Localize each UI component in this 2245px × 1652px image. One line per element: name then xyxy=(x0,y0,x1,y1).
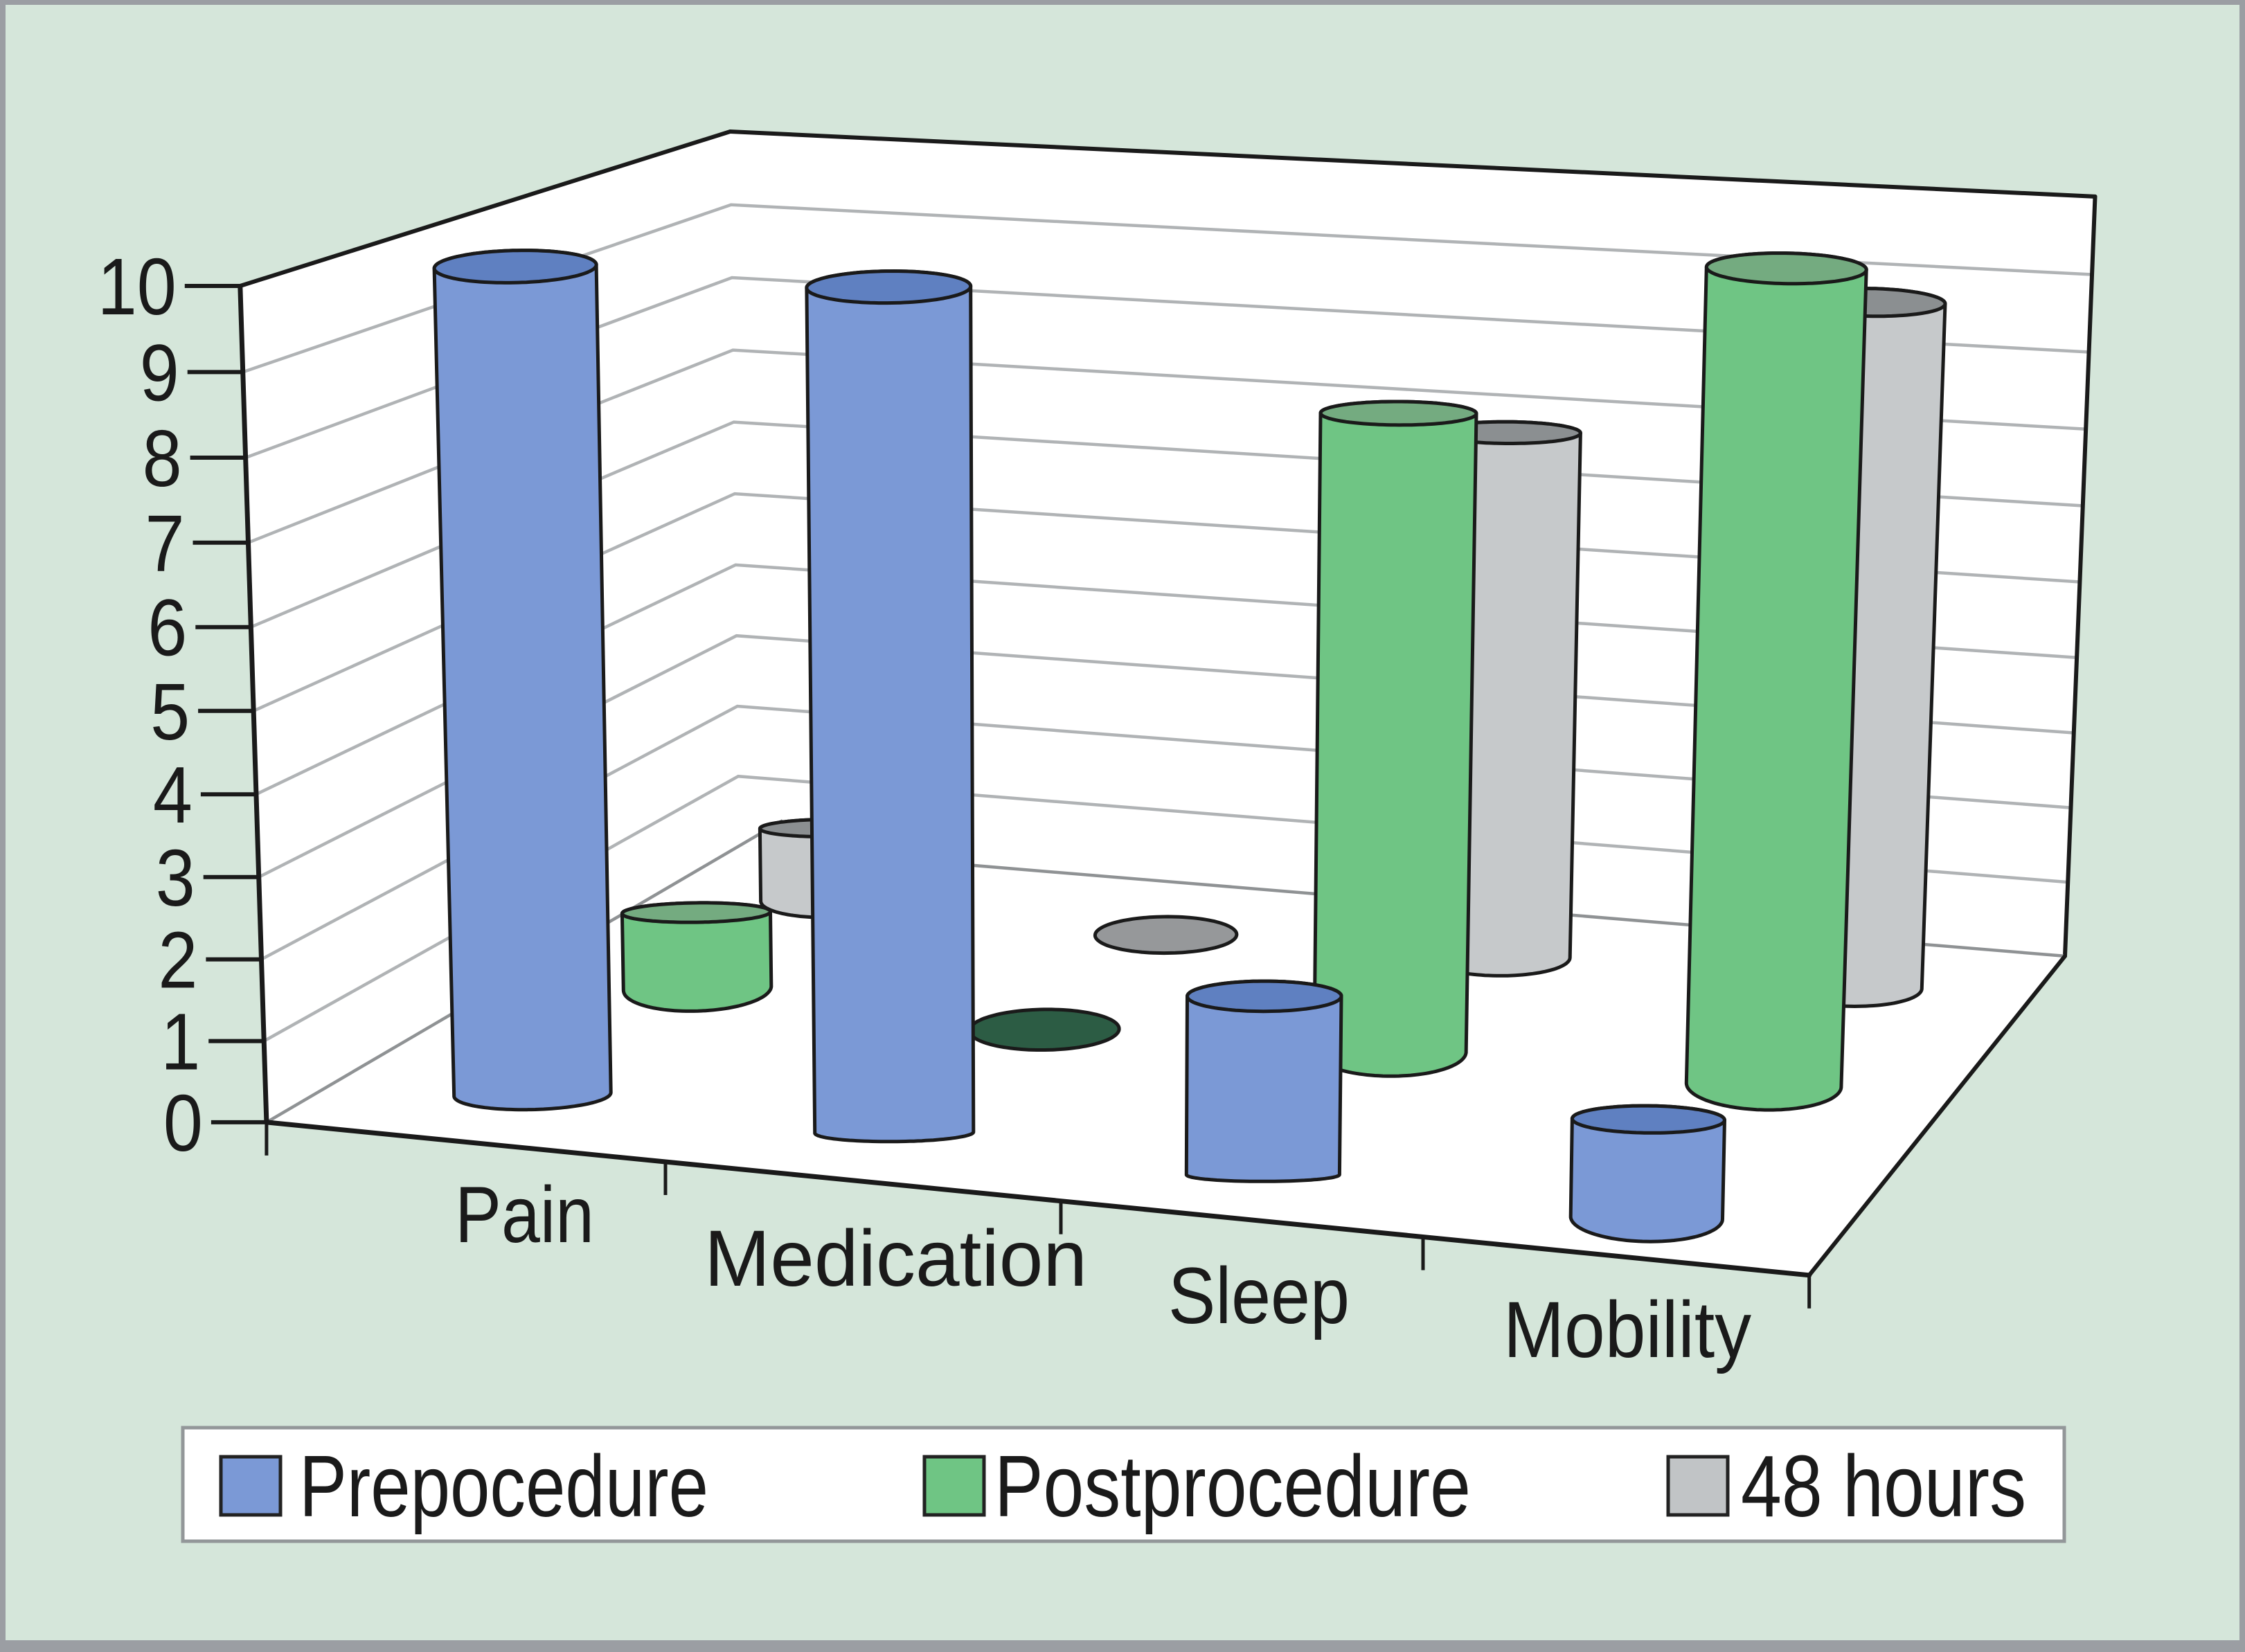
svg-text:3: 3 xyxy=(156,833,195,923)
svg-text:2: 2 xyxy=(158,915,197,1005)
svg-text:10: 10 xyxy=(98,242,177,332)
svg-text:9: 9 xyxy=(140,327,179,418)
svg-text:Mobility: Mobility xyxy=(1503,1286,1751,1374)
svg-text:48 hours: 48 hours xyxy=(1741,1437,2026,1535)
svg-text:Postprocedure: Postprocedure xyxy=(994,1437,1471,1535)
svg-text:5: 5 xyxy=(150,667,190,757)
svg-text:Pain: Pain xyxy=(455,1171,594,1259)
svg-text:Sleep: Sleep xyxy=(1168,1252,1350,1340)
svg-text:6: 6 xyxy=(147,583,187,673)
svg-text:Prepocedure: Prepocedure xyxy=(299,1437,708,1535)
svg-text:4: 4 xyxy=(153,750,193,840)
svg-text:Medication: Medication xyxy=(704,1214,1087,1303)
svg-text:0: 0 xyxy=(163,1078,203,1168)
svg-text:1: 1 xyxy=(161,997,200,1087)
svg-text:7: 7 xyxy=(145,499,185,589)
svg-text:8: 8 xyxy=(143,413,182,503)
